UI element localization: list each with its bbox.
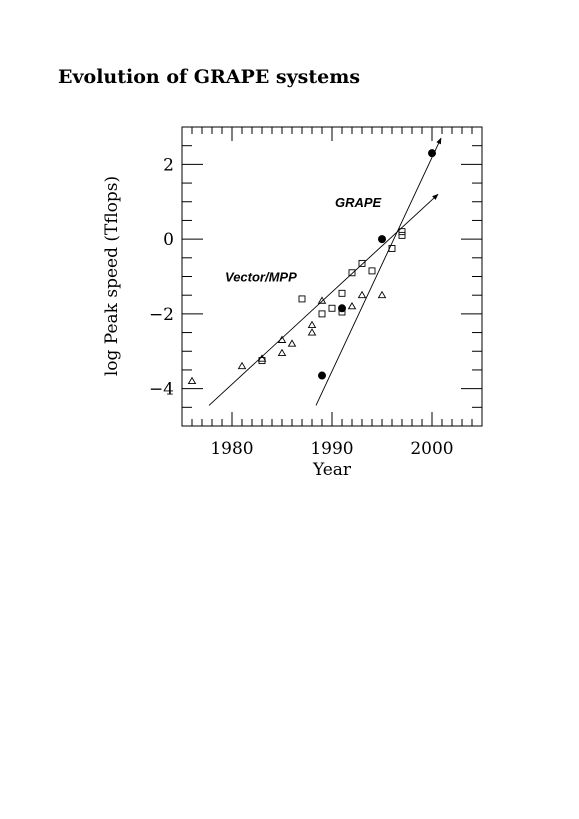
y-tick-label: −2 <box>149 305 174 325</box>
data-point-circle <box>378 235 386 244</box>
data-point-triangle <box>287 339 297 347</box>
y-tick-label: −4 <box>149 380 174 400</box>
y-axis-label: log Peak speed (Tflops) <box>102 176 122 376</box>
data-point-square <box>258 357 266 365</box>
data-point-square <box>328 304 336 312</box>
data-point-square <box>398 231 406 239</box>
data-point-triangle <box>307 320 317 328</box>
data-point-square <box>348 269 356 277</box>
x-tick-label: 1980 <box>210 439 253 459</box>
data-point-circle <box>338 304 346 313</box>
y-tick-label: 0 <box>163 230 174 250</box>
data-point-circle <box>318 371 326 380</box>
data-point-square <box>398 228 406 236</box>
axis-tick-labels: 1980 1990 2000 2 0 −2 −4 <box>149 155 454 459</box>
data-point-triangle <box>187 376 197 385</box>
axis-ticks <box>182 127 482 426</box>
data-point-circle <box>428 149 436 158</box>
x-tick-label: 1990 <box>310 439 353 459</box>
y-tick-label: 2 <box>163 155 174 175</box>
data-point-square <box>388 245 396 252</box>
trend-line <box>315 137 442 406</box>
data-point-triangle <box>347 302 357 310</box>
data-point-square <box>318 310 326 318</box>
data-point-triangle <box>307 328 317 336</box>
annotations: GRAPE Vector/MPP <box>225 195 382 285</box>
data-point-triangle <box>277 335 287 343</box>
data-point-square <box>298 295 306 303</box>
data-point-triangle <box>317 296 327 304</box>
x-tick-label: 2000 <box>410 439 453 459</box>
data-point-triangle <box>377 290 387 299</box>
annotation-label: Vector/MPP <box>225 270 297 285</box>
data-point-square <box>368 267 376 275</box>
data-point-triangle <box>277 348 287 357</box>
data-point-square <box>338 308 346 316</box>
x-axis-label: Year <box>312 460 352 480</box>
page-title: Evolution of GRAPE systems <box>58 66 361 88</box>
data-point-triangle <box>357 290 367 299</box>
data-point-square <box>358 259 366 267</box>
annotation-label: GRAPE <box>335 195 382 210</box>
data-point-triangle <box>237 361 247 370</box>
data-points <box>187 149 436 385</box>
data-point-square <box>338 289 346 297</box>
data-point-triangle <box>257 354 267 362</box>
